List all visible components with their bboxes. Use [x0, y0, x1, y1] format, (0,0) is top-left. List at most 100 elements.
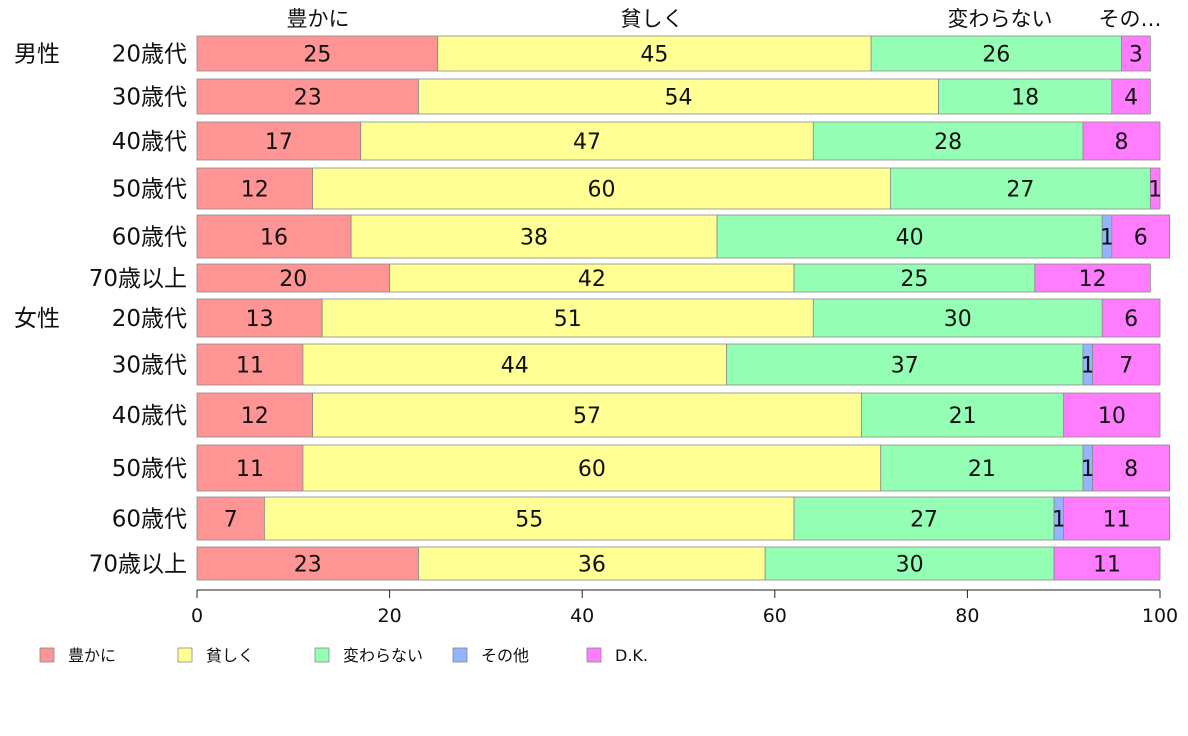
- legend-swatch: [39, 647, 55, 663]
- legend-label: D.K.: [615, 646, 648, 665]
- x-tick-label: 0: [191, 605, 203, 627]
- data-label: 23: [294, 553, 322, 578]
- category-label: 60歳代: [112, 507, 187, 533]
- data-label: 6: [1134, 226, 1148, 251]
- data-label: 1: [1052, 508, 1066, 533]
- data-label: 1: [1081, 354, 1095, 379]
- data-label: 4: [1124, 86, 1138, 111]
- data-label: 26: [982, 43, 1010, 68]
- data-label: 30: [944, 307, 972, 332]
- data-label: 44: [501, 354, 529, 379]
- top-series-label: 貧しく: [621, 7, 684, 31]
- data-label: 60: [578, 457, 606, 482]
- data-label: 25: [900, 267, 928, 292]
- data-label: 11: [1103, 508, 1131, 533]
- data-label: 8: [1114, 130, 1128, 155]
- data-label: 10: [1098, 404, 1126, 429]
- x-tick-label: 20: [378, 605, 402, 627]
- x-tick-label: 40: [570, 605, 594, 627]
- data-label: 28: [934, 130, 962, 155]
- x-axis: 0 20 40 60 80 100: [191, 589, 1178, 627]
- top-series-label: 豊かに: [287, 7, 350, 31]
- bar-segment: [418, 78, 939, 115]
- category-label: 40歳代: [112, 403, 187, 429]
- bar-segment: [196, 343, 304, 386]
- bar-segment: [870, 35, 1122, 72]
- bar-segment: [726, 343, 1084, 386]
- data-label: 23: [294, 86, 322, 111]
- bar-segment: [1121, 35, 1151, 72]
- bar-segment: [312, 392, 862, 438]
- legend-label: 貧しく: [206, 646, 254, 665]
- bar-segment: [196, 167, 313, 210]
- x-tick-label: 80: [955, 605, 979, 627]
- data-label: 11: [1093, 553, 1121, 578]
- data-label: 11: [236, 354, 264, 379]
- bar-segment: [793, 263, 1036, 293]
- group-label: 女性: [14, 306, 60, 332]
- category-label: 70歳以上: [89, 552, 187, 578]
- data-label: 1: [1148, 178, 1162, 203]
- data-label: 8: [1124, 457, 1138, 482]
- data-label: 27: [1006, 178, 1034, 203]
- data-label: 45: [640, 43, 668, 68]
- data-label: 36: [578, 553, 606, 578]
- top-series-labels: 豊かに 貧しく 変わらない その…: [287, 7, 1162, 31]
- data-label: 11: [236, 457, 264, 482]
- bar-segment: [1063, 392, 1161, 438]
- data-label: 38: [520, 226, 548, 251]
- data-label: 21: [949, 404, 977, 429]
- category-label: 50歳代: [112, 177, 187, 203]
- data-label: 47: [573, 130, 601, 155]
- data-label: 42: [578, 267, 606, 292]
- bar-segment: [1034, 263, 1151, 293]
- top-series-label: 変わらない: [948, 7, 1053, 31]
- bar-segment: [389, 263, 795, 293]
- data-label: 55: [515, 508, 543, 533]
- category-label: 20歳代: [112, 42, 187, 68]
- bar-segment: [880, 444, 1084, 492]
- data-label: 25: [303, 43, 331, 68]
- category-label: 40歳代: [112, 129, 187, 155]
- bar-segment: [196, 35, 439, 72]
- bar-segment: [1092, 343, 1161, 386]
- bar-segment: [1111, 78, 1151, 115]
- legend-label: 豊かに: [68, 646, 116, 665]
- data-label: 12: [1079, 267, 1107, 292]
- bar-segment: [1082, 121, 1161, 161]
- bar-segment: [302, 444, 882, 492]
- bars: 25 45 26 323 54 18 417 47 28 812 60 27 116 38 40 1 620 42…: [196, 35, 1171, 581]
- bar-segment: [812, 298, 1103, 338]
- data-label: 7: [1119, 354, 1133, 379]
- category-label: 30歳代: [112, 353, 187, 379]
- category-label: 60歳代: [112, 225, 187, 251]
- data-label: 13: [246, 307, 274, 332]
- data-label: 12: [241, 404, 269, 429]
- data-label: 7: [224, 508, 238, 533]
- bar-segment: [1053, 546, 1161, 581]
- bar-segment: [861, 392, 1065, 438]
- category-label: 50歳代: [112, 456, 187, 482]
- bar-segment: [196, 263, 391, 293]
- bar-segment: [321, 298, 814, 338]
- bar-segment: [1092, 444, 1171, 492]
- legend-label: 変わらない: [343, 646, 423, 665]
- bar-segment: [1101, 298, 1161, 338]
- bar-segment: [437, 35, 872, 72]
- bar-segment: [196, 298, 323, 338]
- data-label: 20: [279, 267, 307, 292]
- bar-segment: [302, 343, 728, 386]
- legend-swatch: [452, 647, 468, 663]
- category-label: 20歳代: [112, 306, 187, 332]
- legend-label: その他: [481, 646, 529, 665]
- data-label: 1: [1081, 457, 1095, 482]
- data-label: 21: [968, 457, 996, 482]
- bar-segment: [716, 214, 1103, 259]
- legend-swatch: [314, 647, 330, 663]
- data-label: 51: [554, 307, 582, 332]
- data-label: 3: [1129, 43, 1143, 68]
- legend-swatch: [586, 647, 602, 663]
- bar-segment: [196, 121, 362, 161]
- data-label: 6: [1124, 307, 1138, 332]
